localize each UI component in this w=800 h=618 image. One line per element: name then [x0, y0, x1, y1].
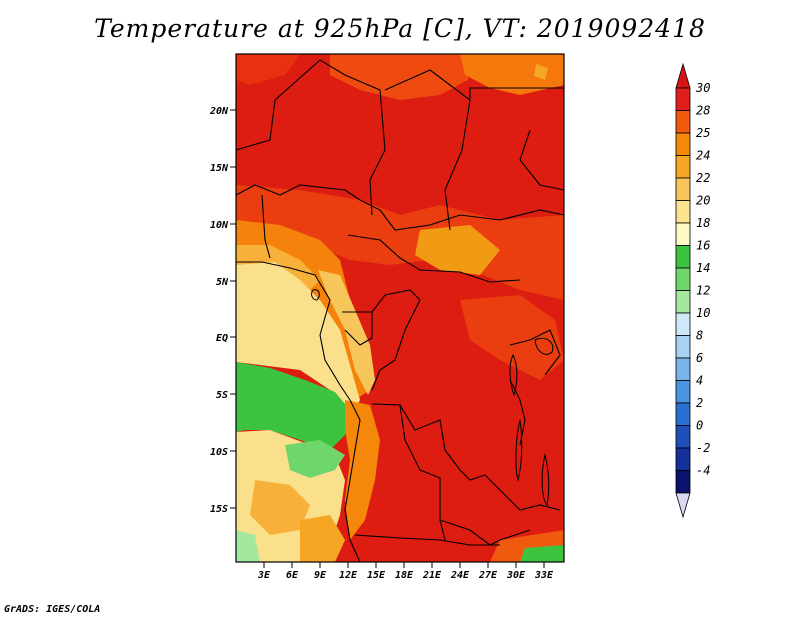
colorbar-label: 30	[695, 81, 710, 95]
colorbar-swatch	[675, 110, 691, 134]
lat-tick-15S: 15S	[210, 504, 236, 515]
colorbar-label: 10	[696, 306, 710, 320]
lat-label: 10S	[210, 447, 228, 458]
colorbar-swatch	[675, 132, 691, 156]
lat-tick-5N: 5N	[216, 277, 236, 288]
colorbar-label: 20	[696, 194, 710, 208]
colorbar-swatch	[675, 312, 691, 336]
borders	[236, 59, 564, 562]
colorbar-label: 4	[696, 374, 703, 388]
colorbar-label: 18	[696, 216, 710, 230]
lakes	[311, 289, 554, 507]
lat-label: 5N	[216, 277, 229, 288]
colorbar-label: 12	[696, 284, 710, 298]
colorbar-swatch	[675, 267, 691, 291]
lon-axis: 3E 6E 9E 12E 15E 18E 21E 24E 27E 30E 33E	[257, 562, 554, 581]
lon-tick-9E: 9E	[314, 562, 327, 581]
lat-label: 20N	[209, 106, 229, 117]
lat-tick-EQ: EQ	[216, 333, 236, 344]
colorbar-swatch	[675, 335, 691, 359]
lon-label: 18E	[395, 570, 414, 581]
colorbar-label: 2	[696, 396, 703, 410]
lon-label: 33E	[534, 570, 554, 581]
lon-label: 12E	[339, 570, 358, 581]
colorbar-swatch	[675, 222, 691, 246]
colorbar-swatch	[675, 357, 691, 381]
lon-label: 27E	[478, 570, 498, 581]
lat-label: 5S	[216, 390, 228, 401]
lon-label: 21E	[422, 570, 442, 581]
colorbar-swatch	[675, 200, 691, 224]
chart-title: Temperature at 925hPa [C], VT: 201909241…	[94, 14, 706, 43]
colorbar-label: 8	[696, 329, 703, 343]
lon-tick-12E: 12E	[339, 562, 358, 581]
lon-label: 15E	[367, 570, 386, 581]
lon-tick-30E: 30E	[506, 562, 526, 581]
lon-tick-6E: 6E	[286, 562, 299, 581]
lon-label: 6E	[286, 570, 299, 581]
lat-tick-5S: 5S	[216, 390, 236, 401]
lon-tick-27E: 27E	[478, 562, 498, 581]
lon-tick-15E: 15E	[367, 562, 386, 581]
colorbar-label: 22	[696, 171, 710, 185]
colorbar-swatch	[675, 402, 691, 426]
colorbar-swatch	[675, 447, 691, 471]
colorbar-swatch	[675, 425, 691, 449]
lat-label: 15S	[210, 504, 228, 515]
colorbar-swatch	[675, 87, 691, 111]
colorbar-label: 6	[696, 351, 703, 365]
colorbar-label: -4	[696, 464, 710, 478]
colorbar-over-triangle	[675, 62, 691, 89]
lon-label: 3E	[257, 570, 271, 581]
lon-label: 30E	[506, 570, 526, 581]
lat-tick-10N: 10N	[210, 220, 236, 231]
lon-tick-24E: 24E	[450, 562, 470, 581]
colorbar-swatch	[675, 380, 691, 404]
colorbar-swatch	[675, 155, 691, 179]
lon-tick-3E: 3E	[257, 562, 271, 581]
lat-tick-10S: 10S	[210, 447, 236, 458]
lat-label: 10N	[210, 220, 229, 231]
colorbar-under-triangle	[675, 492, 691, 519]
lat-tick-15N: 15N	[210, 163, 236, 174]
colorbar-swatch	[675, 470, 691, 494]
lon-tick-21E: 21E	[422, 562, 442, 581]
colorbar-label: 0	[696, 419, 703, 433]
lon-label: 24E	[450, 570, 470, 581]
lon-tick-33E: 33E	[534, 562, 554, 581]
lat-axis: 20N 15N 10N 5N EQ 5S 10S 15S	[209, 106, 236, 515]
colorbar-swatch	[675, 290, 691, 314]
colorbar-label: 14	[696, 261, 710, 275]
colorbar-label: 25	[696, 126, 710, 140]
grads-credit: GrADS: IGES/COLA	[4, 604, 101, 615]
colorbar-swatch	[675, 245, 691, 269]
colorbar-label: 16	[696, 239, 710, 253]
lat-tick-20N: 20N	[209, 106, 236, 117]
lat-label: 15N	[210, 163, 229, 174]
lon-tick-18E: 18E	[395, 562, 414, 581]
colorbar-label: -2	[696, 441, 710, 455]
map-frame	[235, 53, 565, 563]
colorbar-label: 28	[696, 104, 710, 118]
colorbar-swatch	[675, 177, 691, 201]
lat-label: EQ	[216, 333, 228, 344]
lon-label: 9E	[314, 570, 327, 581]
colorbar-label: 24	[696, 149, 710, 163]
temperature-field	[236, 54, 564, 562]
